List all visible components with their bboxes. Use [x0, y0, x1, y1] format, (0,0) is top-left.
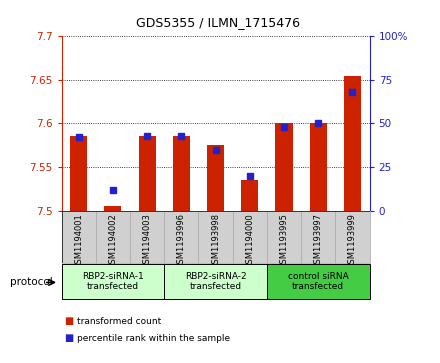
- Text: RBP2-siRNA-2
transfected: RBP2-siRNA-2 transfected: [185, 272, 246, 291]
- Bar: [62, 211, 96, 263]
- Text: GDS5355 / ILMN_1715476: GDS5355 / ILMN_1715476: [136, 16, 300, 29]
- Text: GSM1194002: GSM1194002: [108, 213, 117, 269]
- Text: GSM1194003: GSM1194003: [143, 213, 152, 269]
- Bar: [96, 211, 130, 263]
- Bar: [164, 264, 267, 299]
- Bar: [310, 123, 327, 211]
- Bar: [241, 180, 258, 211]
- Text: GSM1194000: GSM1194000: [246, 213, 254, 269]
- Bar: [70, 136, 87, 211]
- Bar: [164, 211, 198, 263]
- Text: GSM1193999: GSM1193999: [348, 213, 357, 269]
- Text: GSM1194001: GSM1194001: [74, 213, 83, 269]
- Bar: [233, 211, 267, 263]
- Text: RBP2-siRNA-1
transfected: RBP2-siRNA-1 transfected: [82, 272, 144, 291]
- Text: ■: ■: [64, 333, 73, 343]
- Text: transformed count: transformed count: [77, 317, 161, 326]
- Text: GSM1193995: GSM1193995: [279, 213, 289, 269]
- Text: protocol: protocol: [10, 277, 52, 287]
- Bar: [139, 136, 156, 211]
- Bar: [198, 211, 233, 263]
- Bar: [62, 264, 164, 299]
- Bar: [104, 206, 121, 211]
- Text: GSM1193996: GSM1193996: [177, 213, 186, 269]
- Bar: [275, 123, 293, 211]
- Bar: [130, 211, 164, 263]
- Bar: [173, 136, 190, 211]
- Text: GSM1193998: GSM1193998: [211, 213, 220, 269]
- Bar: [267, 211, 301, 263]
- Bar: [344, 76, 361, 211]
- Text: GSM1193997: GSM1193997: [314, 213, 323, 269]
- Text: percentile rank within the sample: percentile rank within the sample: [77, 334, 230, 343]
- Bar: [335, 211, 370, 263]
- Bar: [267, 264, 370, 299]
- Bar: [207, 145, 224, 211]
- Bar: [301, 211, 335, 263]
- Text: ■: ■: [64, 316, 73, 326]
- Text: control siRNA
transfected: control siRNA transfected: [288, 272, 348, 291]
